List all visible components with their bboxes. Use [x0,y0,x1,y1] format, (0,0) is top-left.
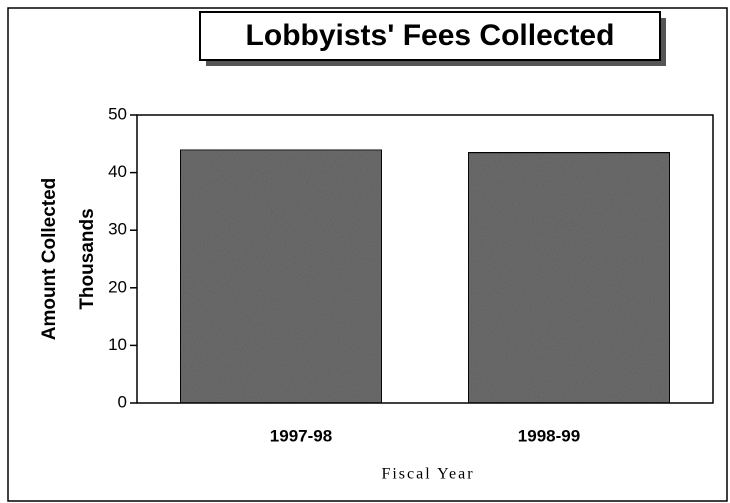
x-tick-label: 1998-99 [518,426,580,445]
plot-area [136,114,714,404]
y-axis-label: Thousands [77,208,98,309]
y-tick-label: 40 [108,162,127,181]
y-axis-label: Amount Collected [39,178,60,341]
y-tick-label: 50 [108,104,127,123]
x-axis-label: Fiscal Year [381,466,474,483]
y-tick-label: 10 [108,335,127,354]
y-tick-label: 30 [108,220,127,239]
y-tick-label: 0 [118,392,127,411]
bar [467,151,671,404]
y-tick-label: 20 [108,277,127,296]
bar [179,148,383,404]
title-box [199,11,661,61]
chart-title: Lobbyists' Fees Collected [246,19,615,52]
x-tick-label: 1997-98 [270,426,332,445]
frame [7,7,728,502]
